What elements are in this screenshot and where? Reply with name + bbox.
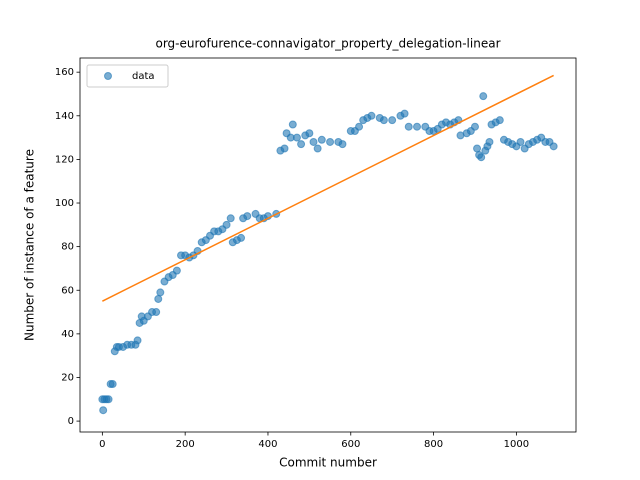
data-point (156, 288, 165, 297)
data-point (226, 214, 235, 223)
y-tick-label: 80 (61, 242, 74, 253)
y-tick-label: 100 (55, 198, 74, 209)
y-axis-label: Number of instance of a feature (23, 149, 37, 341)
data-point (516, 137, 525, 146)
data-point (485, 137, 494, 146)
data-point (388, 116, 397, 125)
data-point (292, 133, 301, 142)
data-point (222, 220, 231, 229)
data-point (477, 153, 486, 162)
data-point (479, 92, 488, 101)
axes-frame (79, 57, 577, 433)
x-tick-label: 800 (424, 439, 443, 450)
data-point (172, 266, 181, 275)
y-tick-label: 0 (68, 416, 74, 427)
data-point (237, 233, 246, 242)
data-point (152, 308, 161, 317)
data-point (367, 111, 376, 120)
data-point (280, 144, 289, 153)
data-point (154, 294, 163, 303)
data-point (473, 144, 482, 153)
legend-label: data (132, 71, 155, 82)
data-point (288, 120, 297, 129)
y-tick-label: 120 (55, 154, 74, 165)
x-tick-label: 200 (176, 439, 195, 450)
data-point (243, 212, 252, 221)
data-point (297, 140, 306, 149)
data-point (313, 144, 322, 153)
data-point (404, 122, 413, 131)
data-point (338, 140, 347, 149)
data-point (470, 122, 479, 131)
chart-title: org-eurofurence-connavigator_property_de… (155, 37, 500, 51)
y-tick-label: 20 (61, 372, 74, 383)
x-tick-label: 1000 (504, 439, 529, 450)
data-point (104, 395, 113, 404)
data-point (549, 142, 558, 151)
data-point (379, 116, 388, 125)
x-axis-label: Commit number (279, 456, 377, 470)
x-tick-label: 600 (341, 439, 360, 450)
y-tick-label: 140 (55, 111, 74, 122)
legend-box (86, 64, 169, 88)
data-point (99, 406, 108, 415)
x-tick-label: 0 (99, 439, 105, 450)
data-point (317, 135, 326, 144)
data-point (413, 122, 422, 131)
x-tick-label: 400 (258, 439, 277, 450)
legend-marker (104, 72, 112, 80)
y-tick-label: 60 (61, 285, 74, 296)
data-point (400, 109, 409, 118)
data-point (108, 380, 117, 389)
data-point (305, 129, 314, 138)
fit-line (102, 74, 554, 302)
data-point (326, 137, 335, 146)
data-point (133, 336, 142, 345)
y-tick-label: 160 (55, 67, 74, 78)
y-tick-label: 40 (61, 329, 74, 340)
data-point (495, 116, 504, 125)
data-point (309, 137, 318, 146)
data-point (355, 122, 364, 131)
